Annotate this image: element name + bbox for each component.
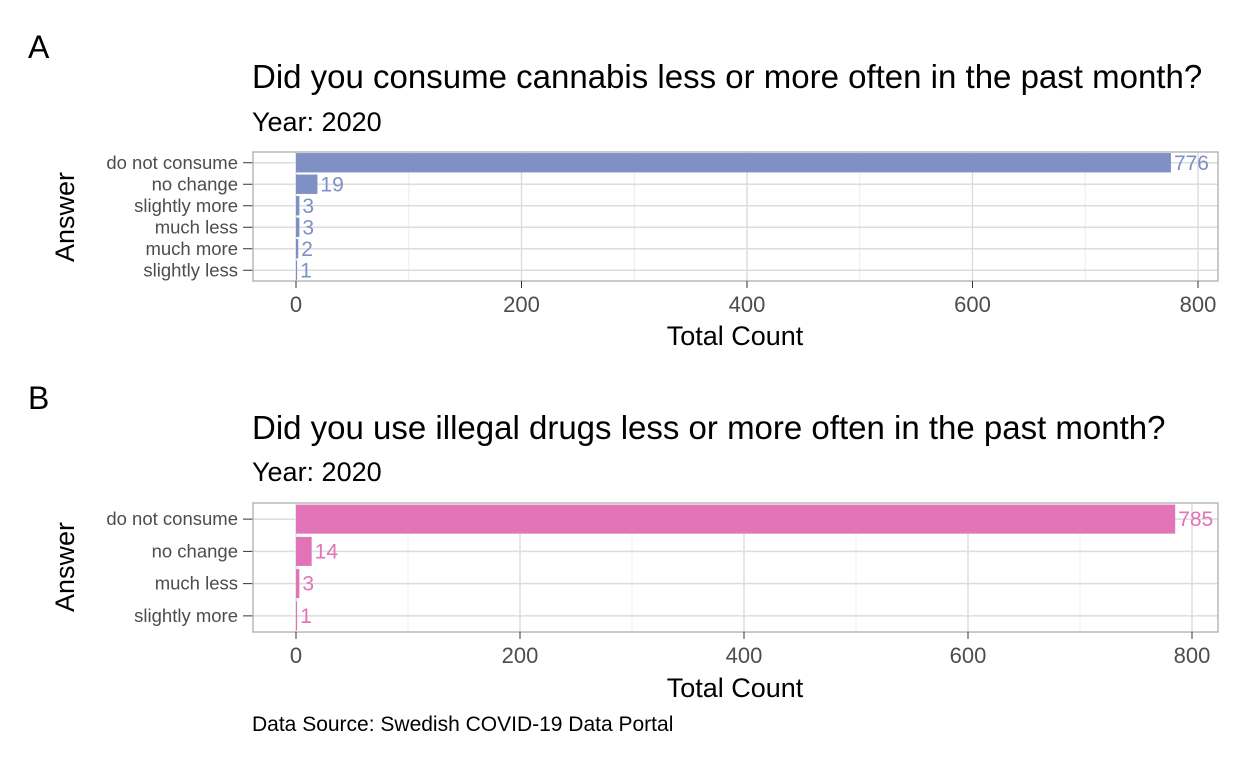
bar [296,239,299,259]
category-tick-label: no change [152,173,238,194]
category-tick-label: much less [155,216,238,237]
x-tick-label: 200 [502,643,539,668]
bar-value-label: 1 [300,605,312,628]
chart-subtitle: Year: 2020 [252,457,382,487]
chart-subtitle: Year: 2020 [252,107,382,137]
x-tick-label: 0 [290,643,302,668]
bar [296,536,312,566]
bar [296,153,1171,173]
bar [296,260,298,280]
bar-value-label: 2 [301,238,313,261]
category-tick-label: do not consume [106,508,238,529]
bar-value-label: 3 [302,216,314,239]
category-tick-label: do not consume [106,152,238,173]
x-axis-title: Total Count [667,673,804,703]
plot-area: 776 do not consume 19 no change 3 slightly mo… [106,151,1219,317]
bar-value-label: 3 [302,195,314,218]
x-tick-label: 600 [954,292,991,317]
bar [296,504,1176,534]
x-tick-label: 400 [729,292,766,317]
chart-panel-a: A Did you consume cannabis less or more … [28,29,1219,351]
panel-border [252,151,1219,282]
category-tick-label: slightly less [143,259,238,280]
bar-value-label: 1 [300,259,312,282]
bar-value-label: 14 [315,540,339,563]
x-tick-label: 0 [290,292,302,317]
bar [296,601,298,631]
chart-title: Did you use illegal drugs less or more o… [252,409,1166,446]
bar [296,217,300,237]
bar-value-label: 3 [302,573,314,596]
x-tick-label: 600 [950,643,987,668]
chart-panel-b: B Did you use illegal drugs less or more… [28,380,1219,703]
panel-tag: A [28,29,50,65]
bar-value-label: 785 [1178,508,1213,531]
category-tick-label: slightly more [134,605,238,626]
category-tick-label: slightly more [134,195,238,216]
x-tick-label: 800 [1180,292,1217,317]
panel-border [252,502,1219,633]
bar [296,174,318,194]
data-source-caption: Data Source: Swedish COVID-19 Data Porta… [252,713,674,736]
bar [296,569,300,599]
category-tick-label: much less [155,573,238,594]
y-axis-title: Answer [50,172,80,262]
x-tick-label: 200 [503,292,540,317]
y-axis-title: Answer [50,522,80,612]
bar-value-label: 19 [320,173,343,196]
x-tick-label: 800 [1174,643,1211,668]
category-tick-label: no change [152,540,238,561]
plot-area: 785 do not consume 14 no change 3 much less 1 s… [106,502,1219,668]
plot-background [253,152,1218,281]
bar-value-label: 776 [1174,152,1209,175]
chart-title: Did you consume cannabis less or more of… [252,58,1202,95]
x-tick-label: 400 [726,643,763,668]
bar [296,196,300,216]
panel-tag: B [28,380,49,416]
x-axis-title: Total Count [667,321,804,351]
category-tick-label: much more [145,238,238,259]
